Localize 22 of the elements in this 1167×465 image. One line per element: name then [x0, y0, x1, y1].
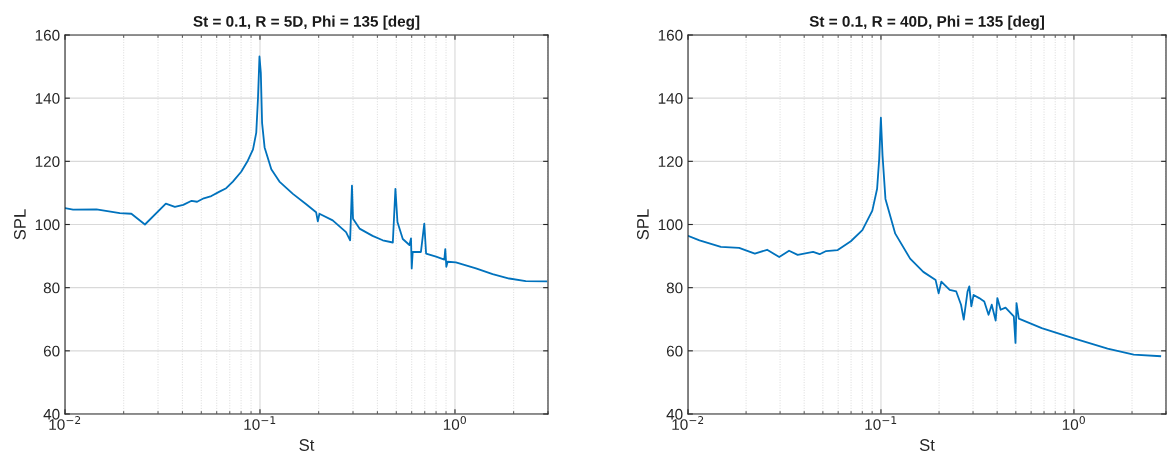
x-tick-label: 10$^{−1}$ [865, 416, 897, 430]
y-tick-label: 60 [43, 345, 60, 357]
y-tick-label: 100 [35, 219, 60, 231]
y-tick-label: 140 [658, 93, 683, 104]
y-tick-label: 120 [658, 156, 683, 168]
y-tick-label: 60 [666, 345, 683, 357]
x-tick-label: 10$^{−1}$ [244, 416, 276, 430]
y-tick-label: 160 [658, 29, 683, 41]
chart-title: St = 0.1, R = 40D, Phi = 135 [deg] [809, 15, 1044, 30]
y-axis-title: SPL [14, 209, 26, 240]
y-tick-label: 160 [35, 29, 60, 41]
x-tick-label: 10$^{0}$ [1062, 416, 1085, 430]
y-tick-label: 80 [43, 282, 60, 294]
x-tick-label: 10$^{0}$ [443, 416, 466, 430]
y-tick-label: 120 [35, 156, 60, 168]
y-tick-label: 100 [658, 219, 683, 231]
y-tick-label: 80 [666, 282, 683, 294]
y-axis-title: SPL [637, 209, 649, 240]
x-axis-title: St [919, 439, 935, 451]
chart-title: St = 0.1, R = 5D, Phi = 135 [deg] [193, 15, 420, 30]
y-tick-label: 140 [35, 93, 60, 104]
x-axis-title: St [299, 439, 315, 451]
